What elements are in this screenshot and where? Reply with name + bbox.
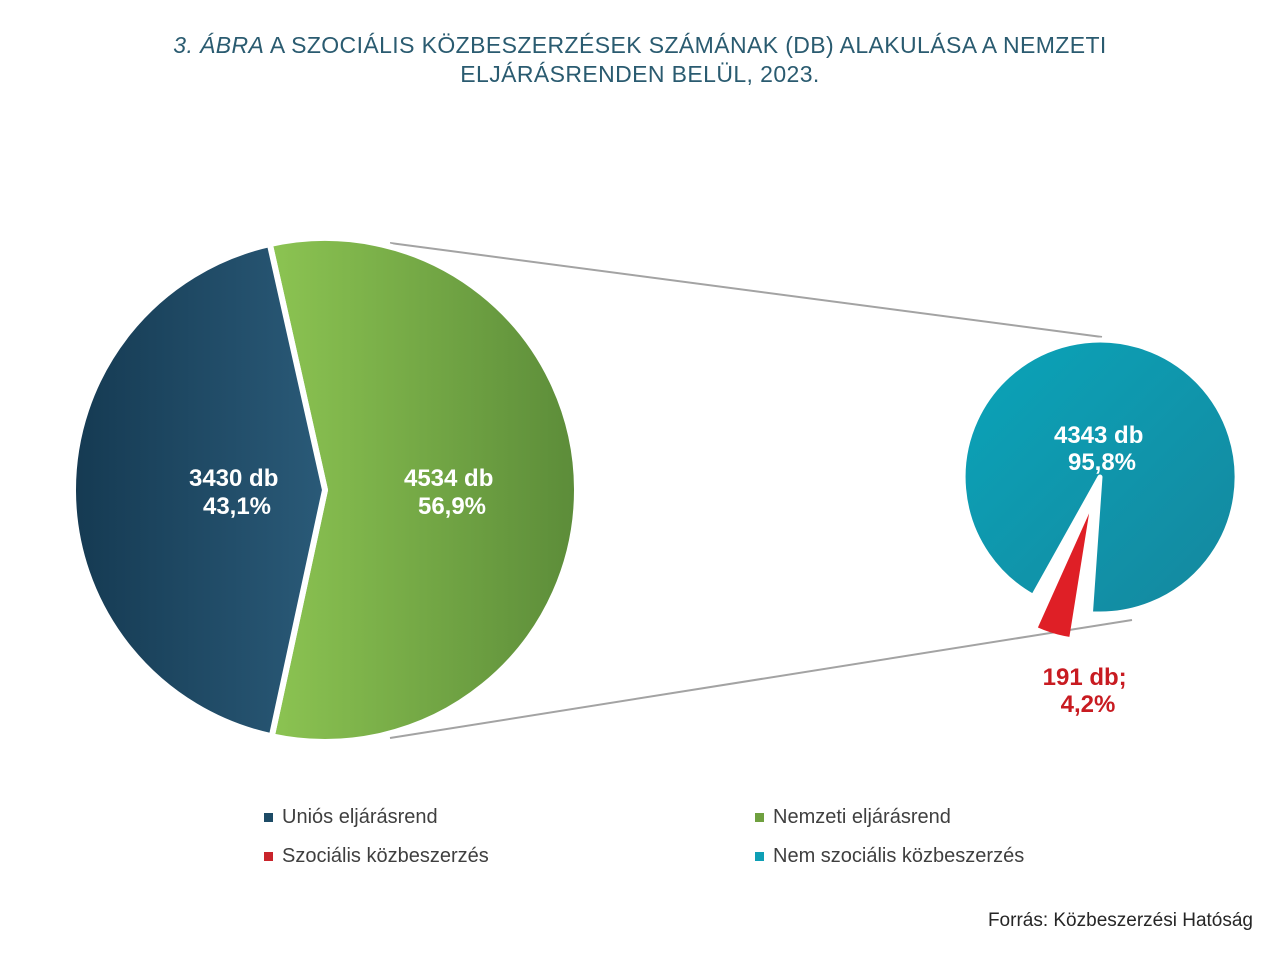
figure-number: 3. ÁBRA [173, 32, 265, 58]
legend-item-szocialis-kozbeszerzes: Szociális közbeszerzés [264, 844, 489, 868]
pie-slice-nem-szocialis-kozbeszerzes [960, 337, 1240, 617]
chart-title-line1: 3. ÁBRA A SZOCIÁLIS KÖZBESZERZÉSEK SZÁMÁ… [0, 31, 1280, 60]
legend-marker-blue-icon [264, 812, 273, 822]
label-unios-eljarasrend: 3430 db 43,1% [189, 465, 285, 520]
legend-item-nem-szocialis-kozbeszerzes: Nem szociális közbeszerzés [755, 844, 1024, 868]
pie-slice-unios-eljarasrend [70, 241, 328, 740]
legend-label: Szociális közbeszerzés [282, 844, 489, 867]
legend-label: Nemzeti eljárásrend [773, 805, 951, 828]
pie-slice-nemzeti-eljarasrend [266, 235, 580, 745]
chart-title-line2: ELJÁRÁSRENDEN BELÜL, 2023. [460, 61, 820, 87]
legend-marker-green-icon [755, 812, 764, 822]
legend-label: Nem szociális közbeszerzés [773, 844, 1025, 867]
connector-line-bottom [389, 619, 1133, 739]
chart-title: 3. ÁBRA A SZOCIÁLIS KÖZBESZERZÉSEK SZÁMÁ… [0, 31, 1280, 89]
legend-item-unios-eljarasrend: Uniós eljárásrend [264, 805, 438, 829]
chart-title-line1-text: A SZOCIÁLIS KÖZBESZERZÉSEK SZÁMÁNAK (DB)… [264, 32, 1107, 58]
label-nem-szocialis-kozbeszerzes: 4343 db 95,8% [1054, 422, 1150, 476]
legend-marker-teal-icon [755, 851, 764, 861]
pie-slice-szocialis-kozbeszerzes [1037, 513, 1090, 637]
label-nemzeti-eljarasrend: 4534 db 56,9% [404, 465, 500, 520]
connector-line-top [389, 242, 1103, 338]
legend-label: Uniós eljárásrend [282, 805, 438, 828]
label-szocialis-kozbeszerzes: 191 db; 4,2% [1043, 664, 1134, 718]
legend-item-nemzeti-eljarasrend: Nemzeti eljárásrend [755, 805, 951, 829]
source-attribution: Forrás: Közbeszerzési Hatóság [987, 910, 1253, 931]
legend-marker-red-icon [264, 851, 273, 861]
